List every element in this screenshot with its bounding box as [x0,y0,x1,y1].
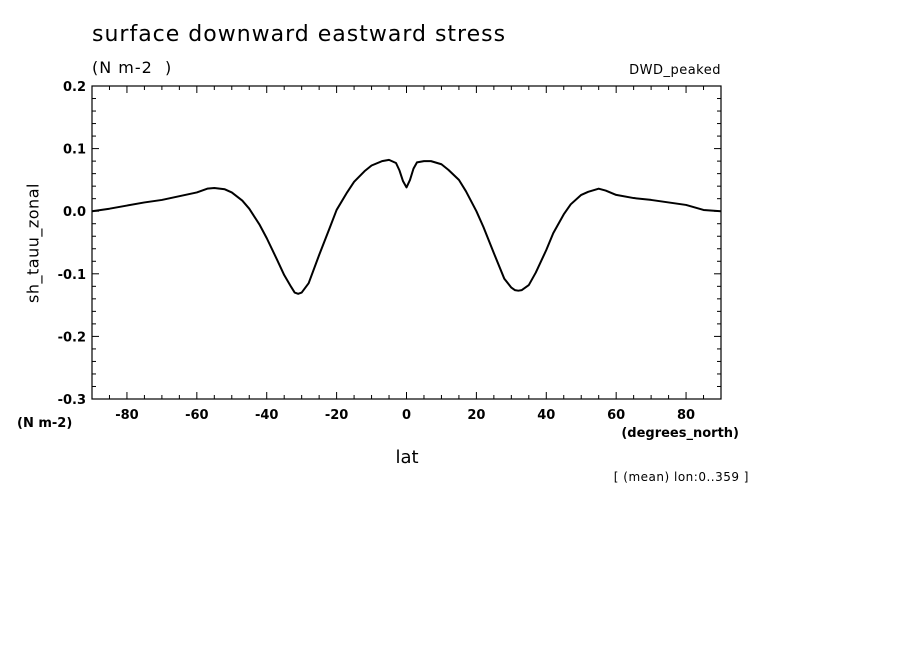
y-axis-units: (N m-2) [17,416,73,431]
x-tick-label: -60 [185,408,209,423]
plot-frame [91,85,722,400]
x-tick-label: -40 [255,408,279,423]
x-tick-label: 0 [402,408,411,423]
x-tick-label: 60 [607,408,625,423]
y-tick-label: 0.0 [63,205,86,220]
y-tick-label: -0.1 [58,268,86,283]
x-tick-label: 20 [467,408,485,423]
series-line [91,158,722,295]
series-group [91,158,722,295]
x-tick-label: 80 [677,408,695,423]
dataset-label: DWD_peaked [629,63,721,78]
x-tick-label: -80 [115,408,139,423]
y-tick-label: -0.2 [58,330,86,345]
y-tick-label: 0.2 [63,80,86,95]
x-axis-label: lat [395,447,419,468]
title-units: (N m-2 ) [92,58,173,77]
x-axis-units: (degrees_north) [621,426,739,441]
y-tick-label: 0.1 [63,143,86,158]
x-tick-label: 40 [537,408,555,423]
x-tick-label: -20 [325,408,349,423]
axis-ticks [91,85,722,400]
chart-title: surface downward eastward stress [92,22,507,47]
averaging-note: [ (mean) lon:0..359 ] [613,470,749,484]
axis-tick-labels: -80 -60 -40 -20 0 20 40 60 80 -0.3 -0.2 -0.1 0.0 0.1 0… [58,80,696,423]
y-tick-label: -0.3 [58,393,86,408]
